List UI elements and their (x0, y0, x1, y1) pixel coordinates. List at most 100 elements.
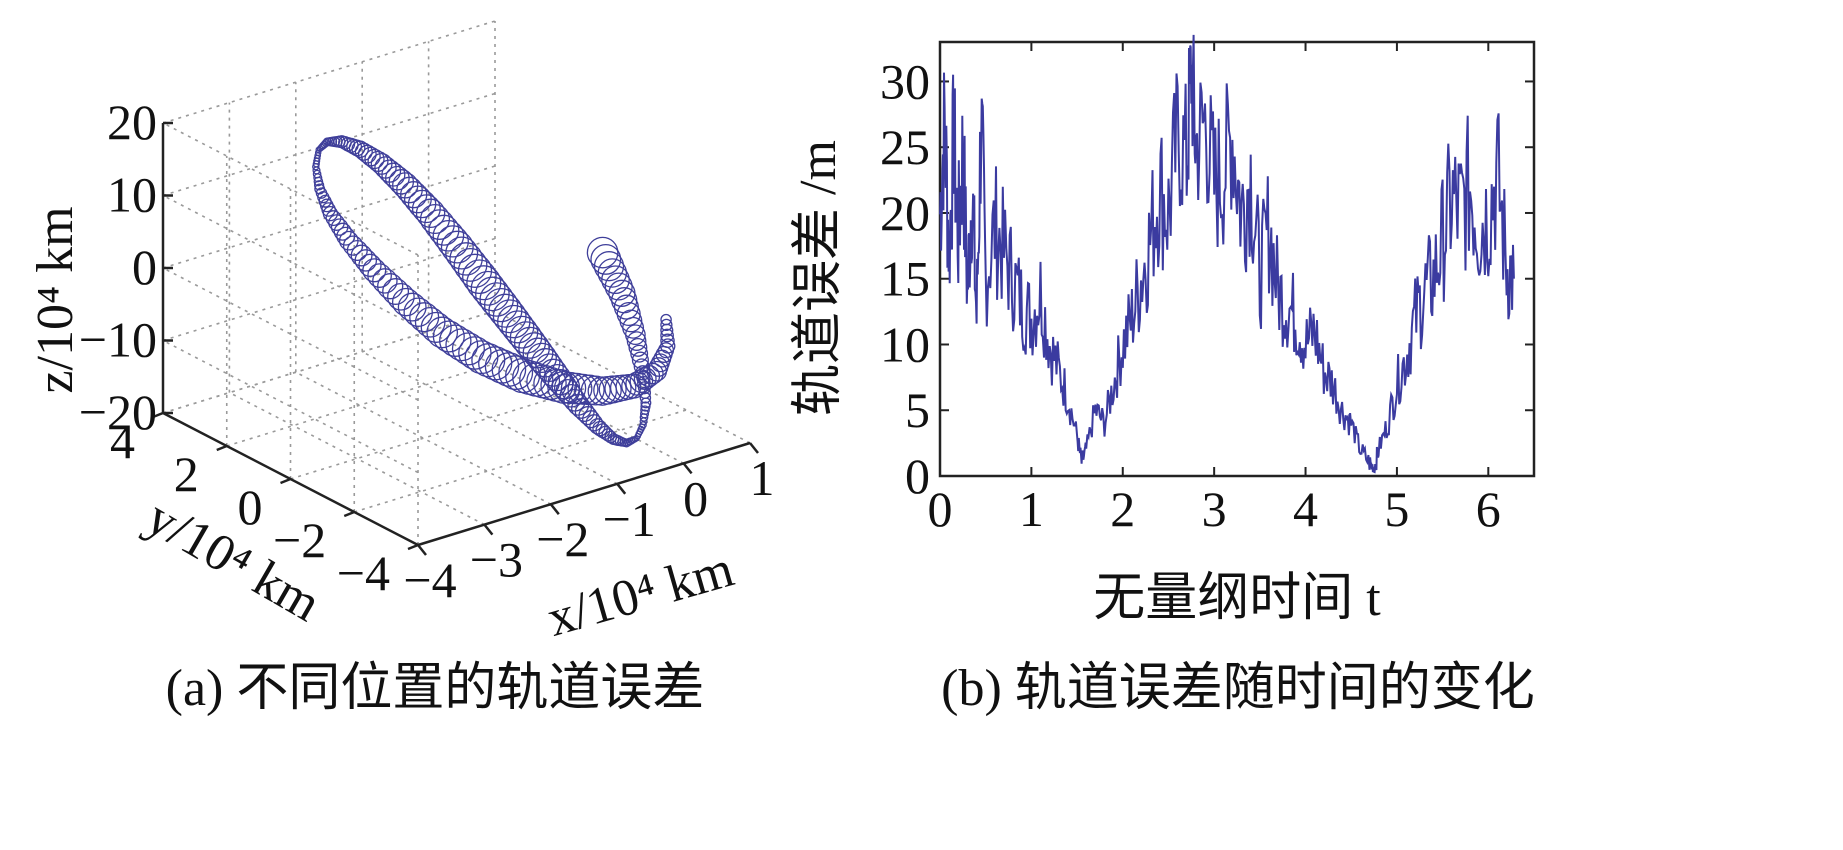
orbit-point (498, 355, 534, 391)
y-tick-label: 15 (880, 251, 930, 307)
orbit-point (372, 268, 398, 294)
x-tick (682, 462, 693, 475)
x-tick (616, 483, 627, 495)
x-tick (749, 442, 759, 454)
orbit-point (362, 258, 387, 283)
orbit-point (451, 332, 485, 366)
y-tick (152, 411, 164, 419)
x-axis-label: 无量纲时间 t (1093, 570, 1381, 627)
orbit-point (426, 316, 459, 349)
orbit-point (374, 156, 397, 179)
orbit-point (622, 316, 645, 339)
orbit-point (589, 418, 606, 435)
y-tick (216, 444, 228, 452)
orbit-point (639, 413, 649, 422)
orbit-point (453, 247, 488, 282)
y-tick-label: 20 (880, 185, 930, 241)
orbit-point (660, 318, 673, 332)
series-orbit-error (939, 34, 1515, 474)
z-tick-label: 0 (132, 239, 157, 295)
x-tick-label: 0 (683, 470, 708, 526)
y-tick-label: 0 (905, 448, 930, 504)
orbit-point (377, 273, 404, 300)
grid-line (162, 310, 496, 414)
orbit-point (619, 309, 643, 333)
orbit-point (628, 337, 648, 357)
y-tick-label: −2 (273, 512, 326, 568)
y-axis-label: 轨道误差 /m (790, 140, 847, 416)
x-tick (417, 544, 427, 556)
orbit-point (642, 362, 664, 385)
orbit-point (382, 278, 410, 305)
orbit-point (660, 313, 672, 326)
grid-line (229, 391, 485, 526)
grid-line (162, 20, 496, 124)
orbit-point (321, 202, 336, 217)
orbit-point (432, 219, 465, 252)
grid-line (162, 237, 496, 342)
orbit-point (580, 375, 611, 406)
orbit-point (449, 242, 483, 276)
y-tick-label: 0 (238, 479, 263, 535)
orbit-point (403, 297, 433, 327)
orbit-point (424, 209, 455, 240)
grid-line (162, 165, 496, 269)
orbit-point (615, 373, 642, 400)
orbit-point (601, 265, 630, 295)
orbit-point (445, 236, 479, 270)
orbit-point (593, 251, 625, 282)
orbit-point (391, 287, 421, 317)
caption-b: (b) 轨道误差随时间的变化 (941, 660, 1535, 717)
orbit-point (475, 276, 510, 312)
x-tick-label: 1 (750, 450, 775, 506)
orbit-point (331, 135, 343, 148)
orbit-point (553, 371, 587, 405)
orbit-point (640, 401, 651, 412)
grid-line (162, 92, 496, 197)
x-tick-label: −3 (470, 532, 523, 588)
y-tick-label: 5 (905, 382, 930, 438)
grid-line (354, 409, 687, 513)
y-tick (407, 543, 419, 551)
orbit-point (597, 258, 628, 288)
orbit-point (625, 324, 646, 346)
x-tick-label: 0 (928, 481, 953, 537)
orbit-point (397, 292, 427, 322)
orbit-point (322, 205, 339, 222)
x-tick-label: 5 (1384, 481, 1409, 537)
orbit-point (409, 302, 440, 333)
z-tick-label: 20 (107, 94, 157, 150)
x-tick-label: −1 (603, 491, 656, 547)
orbit-point (420, 311, 452, 343)
orbit-point (387, 282, 415, 311)
x-tick-label: −4 (403, 552, 456, 608)
orbit-point (660, 338, 676, 354)
y-tick-label: 2 (174, 446, 199, 502)
orbit-point (586, 236, 619, 269)
y-tick-label: 30 (880, 53, 930, 109)
x-tick-label: −2 (536, 511, 589, 567)
orbit-point (350, 244, 373, 267)
x-tick-label: 1 (1019, 481, 1044, 537)
z-tick-label: −10 (79, 312, 157, 368)
orbit-point (327, 136, 338, 147)
caption-a: (a) 不同位置的轨道误差 (166, 660, 705, 717)
orbit-point (616, 301, 641, 327)
z-axis-label: z/10⁴ km (27, 206, 84, 393)
orbit-point (328, 214, 345, 231)
grid-3d (152, 20, 759, 556)
orbit-point (367, 263, 392, 288)
x-axis (417, 441, 751, 547)
orbit-point (313, 173, 323, 183)
orbit-point (440, 230, 474, 264)
tick-marks: 0 1 2 3 4 5 6 0 5 10 15 20 25 30 (880, 42, 1534, 537)
orbit-point (439, 324, 472, 357)
y-tick-label: 25 (880, 119, 930, 175)
orbit-point (660, 328, 674, 343)
orbit-point (640, 397, 652, 409)
orbit-point (414, 306, 446, 338)
orbit-point (560, 372, 593, 405)
x-tick-label: 2 (1110, 481, 1135, 537)
